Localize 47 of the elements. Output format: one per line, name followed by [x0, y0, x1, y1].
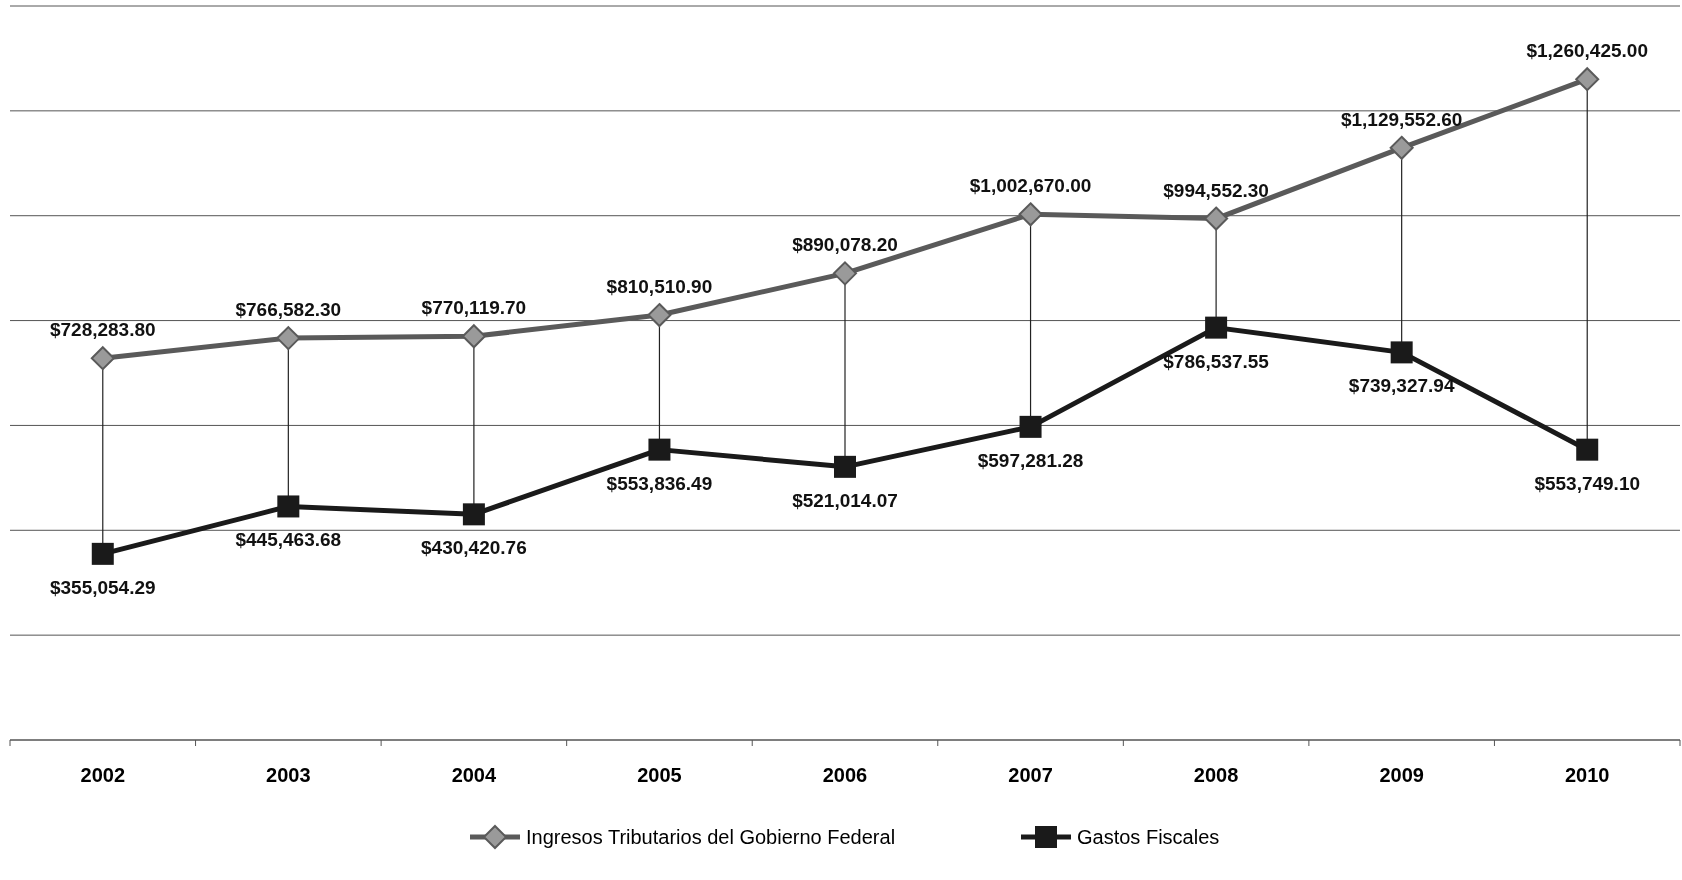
point	[462, 503, 485, 526]
point	[648, 438, 671, 461]
point	[1389, 135, 1414, 160]
point	[1204, 206, 1229, 231]
x-tick-label: 2005	[637, 764, 682, 786]
legend-label: Gastos Fiscales	[1077, 826, 1220, 848]
x-tick-label: 2008	[1193, 764, 1239, 786]
point	[277, 495, 300, 518]
data-label: $553,836.49	[606, 472, 713, 494]
data-label: $1,260,425.00	[1526, 40, 1648, 62]
data-label: $1,002,670.00	[969, 175, 1092, 197]
x-tick-label: 2006	[822, 764, 868, 786]
point	[1575, 67, 1600, 92]
point	[1390, 341, 1413, 364]
point	[1205, 316, 1228, 339]
x-tick-label: 2004	[451, 764, 498, 786]
point	[1018, 202, 1043, 227]
data-label: $445,463.68	[235, 529, 342, 551]
point	[461, 324, 486, 349]
x-tick-label: 2007	[1008, 764, 1053, 786]
point	[90, 346, 115, 371]
point	[91, 542, 114, 565]
data-label: $810,510.90	[606, 276, 713, 298]
point	[276, 326, 301, 351]
point	[834, 455, 856, 478]
data-label: $739,327.94	[1348, 375, 1455, 397]
x-tick-label: 2010	[1564, 764, 1610, 786]
point	[647, 303, 672, 328]
x-tick-label: 2009	[1379, 764, 1424, 786]
legend-label: Ingresos Tributarios del Gobierno Federal	[526, 826, 896, 848]
data-label: $728,283.80	[49, 319, 156, 341]
point	[1576, 438, 1599, 461]
point	[1019, 415, 1042, 438]
data-label: $770,119.70	[421, 297, 527, 319]
data-label: $597,281.28	[977, 449, 1084, 471]
data-label: $766,582.30	[235, 299, 342, 321]
data-label: $1,129,552.60	[1340, 108, 1463, 130]
data-label: $890,078.20	[792, 234, 898, 256]
data-label: $430,420.76	[421, 537, 527, 559]
x-tick-label: 2002	[80, 764, 126, 786]
data-label: $994,552.30	[1163, 179, 1269, 201]
point	[833, 261, 857, 286]
data-label: $786,537.55	[1163, 350, 1270, 372]
x-tick-label: 2003	[266, 764, 311, 786]
data-label: $355,054.29	[49, 576, 156, 598]
data-label: $553,749.10	[1534, 472, 1641, 494]
data-label: $521,014.07	[792, 489, 898, 511]
